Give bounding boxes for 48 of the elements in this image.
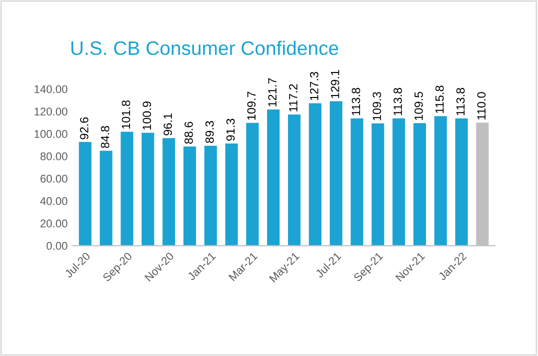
bar: [183, 146, 196, 246]
y-tick-label: 80.00: [40, 152, 68, 160]
chart-title: U.S. CB Consumer Confidence: [71, 40, 338, 56]
data-label: 100.9: [142, 102, 152, 130]
bar: [330, 101, 342, 246]
bar: [350, 118, 364, 246]
data-label: 96.1: [164, 113, 172, 136]
y-tick-label: 120.00: [34, 108, 68, 116]
bar: [372, 123, 384, 246]
data-label: 109.3: [372, 92, 382, 120]
bar: [100, 150, 112, 246]
bar: [288, 114, 301, 246]
data-label: 110.0: [477, 92, 486, 120]
data-label: 117.2: [289, 84, 298, 112]
data-label: 121.7: [268, 78, 276, 106]
data-label: 89.3: [205, 121, 214, 143]
bar: [413, 123, 426, 246]
y-tick-label: 140.00: [34, 85, 68, 94]
bar: [78, 142, 92, 246]
data-label: 115.8: [435, 86, 444, 113]
data-label: 113.8: [456, 88, 465, 116]
bar: [120, 132, 134, 246]
bar: [308, 103, 322, 246]
bar: [246, 122, 259, 246]
data-label: 127.3: [310, 72, 318, 100]
bar: [267, 109, 280, 246]
y-tick-label: 100.00: [34, 130, 68, 138]
bar: [225, 143, 238, 246]
data-label: 109.7: [247, 92, 256, 120]
bar: [392, 118, 406, 246]
bar: [455, 118, 468, 246]
data-label: 101.8: [122, 100, 130, 129]
bar: [142, 132, 154, 246]
y-tick-label: 60.00: [40, 174, 68, 183]
data-label: 84.8: [100, 126, 110, 148]
data-label: 113.8: [394, 88, 402, 116]
bar: [204, 146, 217, 246]
data-label: 88.6: [184, 122, 193, 144]
data-label: 91.3: [226, 118, 235, 141]
bar: [434, 116, 447, 246]
bar: [162, 138, 176, 246]
data-label: 109.5: [414, 92, 423, 120]
y-tick-label: 0.00: [46, 242, 68, 250]
y-tick-label: 40.00: [40, 197, 68, 206]
data-label: 129.1: [330, 70, 340, 98]
data-label: 113.8: [352, 88, 360, 116]
y-tick-label: 20.00: [40, 220, 68, 228]
data-label: 92.6: [80, 117, 88, 140]
